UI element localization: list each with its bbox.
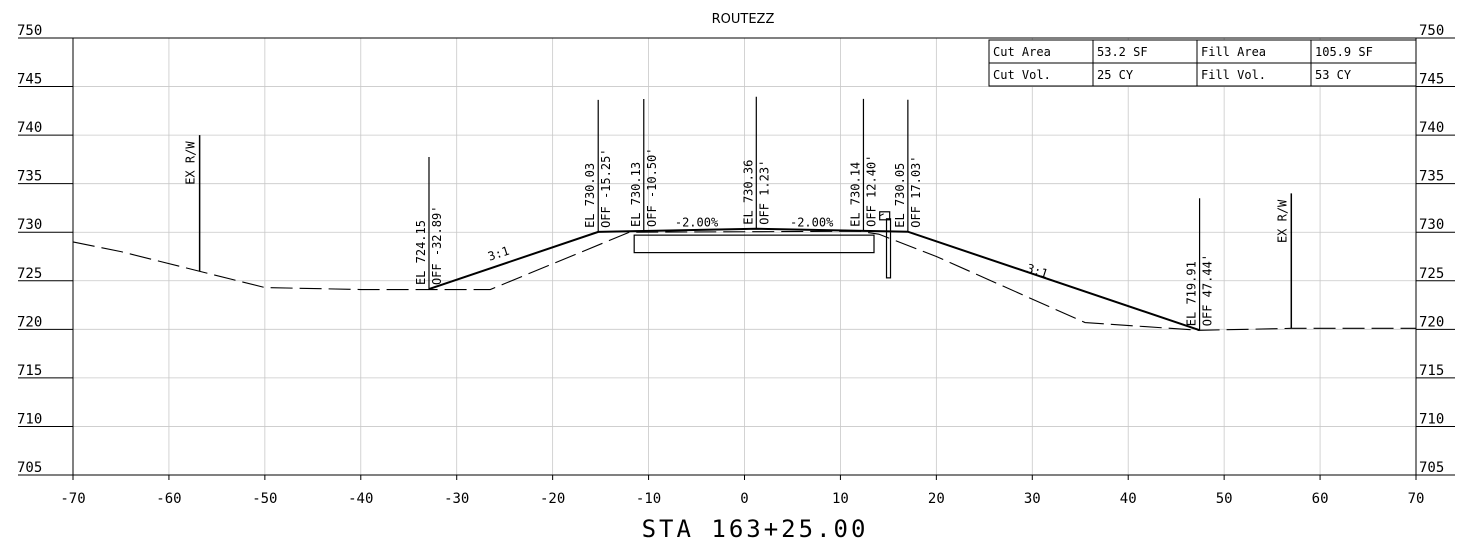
offset-tick-label: -70 — [60, 491, 85, 507]
elevation-label-right: 750 — [1419, 23, 1444, 39]
callout-7: EL 719.91 OFF 47.44' — [1185, 198, 1215, 331]
offset-tick-label: -30 — [444, 491, 469, 507]
callout-1-offset: OFF -32.89' — [430, 206, 444, 285]
offset-tick-label: 20 — [928, 491, 945, 507]
cut-area-label: Cut Area — [993, 45, 1051, 59]
elevation-axis-right: 750 745 740 735 730 725 720 715 710 705 — [1416, 23, 1455, 476]
guardrail-post-shaft — [885, 218, 892, 279]
offset-tick-label: -40 — [348, 491, 373, 507]
elevation-label-right: 715 — [1419, 363, 1444, 379]
offset-tick-label: 10 — [832, 491, 849, 507]
offset-tick-label: 60 — [1312, 491, 1329, 507]
cross-slope-label-right: -2.00% — [790, 215, 834, 229]
elevation-label-left: 725 — [17, 266, 42, 282]
elevation-label-left: 750 — [17, 23, 42, 39]
offset-tick-label: -60 — [156, 491, 181, 507]
elevation-label-left: 710 — [17, 411, 42, 427]
elevation-label-left: 730 — [17, 217, 42, 233]
elevation-label-left: 720 — [17, 314, 42, 330]
callout-2-offset: OFF -15.25' — [599, 148, 613, 227]
quantity-table: Cut Area 53.2 SF Fill Area 105.9 SF Cut … — [988, 39, 1417, 87]
elevation-label-left: 715 — [17, 363, 42, 379]
elevation-label-left: 745 — [17, 72, 42, 88]
callout-2-elevation: EL 730.03 — [583, 163, 597, 228]
guardrail-hatch — [879, 213, 884, 217]
station-label: STA 163+25.00 — [642, 515, 869, 543]
fill-area-value: 105.9 SF — [1315, 45, 1373, 59]
callout-4: EL 730.36 OFF 1.23' — [741, 96, 771, 229]
callout-5-offset: OFF 12.40' — [864, 155, 878, 227]
elevation-label-right: 730 — [1419, 217, 1444, 233]
elevation-label-right: 735 — [1419, 169, 1444, 185]
callout-6-offset: OFF 17.03' — [909, 155, 923, 227]
elevation-label-left: 740 — [17, 120, 42, 136]
offset-tick-label: 50 — [1216, 491, 1233, 507]
fill-vol-label: Fill Vol. — [1201, 68, 1266, 82]
elevation-axis-left: 750 745 740 735 730 725 720 715 710 705 — [17, 23, 73, 476]
callout-3-offset: OFF -10.50' — [645, 147, 659, 226]
slope-label-right: 3:1 — [1025, 261, 1050, 281]
drawing-title: ROUTEZZ — [712, 12, 775, 27]
offset-tick-label: -50 — [252, 491, 277, 507]
offset-tick-label: 40 — [1120, 491, 1137, 507]
cut-area-value: 53.2 SF — [1097, 45, 1148, 59]
offset-tick-label: -20 — [540, 491, 565, 507]
elevation-label-left: 705 — [17, 460, 42, 476]
callout-6-elevation: EL 730.05 — [893, 163, 907, 228]
callout-1: EL 724.15 OFF -32.89' — [414, 157, 444, 290]
offset-axis: -70 -60 -50 -40 -30 -20 -10 0 10 20 30 40 50 60 70 — [60, 475, 1424, 507]
elevation-label-right: 710 — [1419, 411, 1444, 427]
callout-3-elevation: EL 730.13 — [629, 162, 643, 227]
elevation-label-right: 745 — [1419, 72, 1444, 88]
callout-4-offset: OFF 1.23' — [757, 160, 771, 225]
proposed-template-line — [428, 227, 1200, 332]
cut-vol-value: 25 CY — [1097, 68, 1134, 82]
fill-area-label: Fill Area — [1201, 45, 1266, 59]
elevation-label-right: 740 — [1419, 120, 1444, 136]
callout-1-elevation: EL 724.15 — [414, 220, 428, 285]
exrw-right-label: EX R/W — [1275, 199, 1289, 243]
callout-7-elevation: EL 719.91 — [1185, 261, 1199, 326]
callout-5-elevation: EL 730.14 — [848, 162, 862, 227]
offset-tick-label: 0 — [740, 491, 748, 507]
guardrail-post — [879, 211, 892, 279]
elevation-label-right: 725 — [1419, 266, 1444, 282]
offset-tick-label: 70 — [1408, 491, 1425, 507]
offset-tick-label: 30 — [1024, 491, 1041, 507]
pavement-box — [633, 234, 875, 254]
callout-5: EL 730.14 OFF 12.40' — [848, 98, 878, 231]
elevation-label-right: 720 — [1419, 314, 1444, 330]
cut-vol-label: Cut Vol. — [993, 68, 1051, 82]
callout-6: EL 730.05 OFF 17.03' — [893, 99, 923, 232]
existing-ground-line — [72, 230, 1416, 331]
elevation-label-right: 705 — [1419, 460, 1444, 476]
fill-vol-value: 53 CY — [1315, 68, 1352, 82]
callout-7-offset: OFF 47.44' — [1201, 254, 1215, 326]
callout-4-elevation: EL 730.36 — [741, 160, 755, 225]
elevation-label-left: 735 — [17, 169, 42, 185]
cross-slope-label-left: -2.00% — [675, 215, 719, 229]
exrw-left-label: EX R/W — [184, 141, 198, 185]
offset-tick-label: -10 — [636, 491, 661, 507]
callout-2: EL 730.03 OFF -15.25' — [583, 99, 613, 232]
slope-label-left: 3:1 — [486, 244, 511, 264]
callout-3: EL 730.13 OFF -10.50' — [629, 98, 659, 231]
